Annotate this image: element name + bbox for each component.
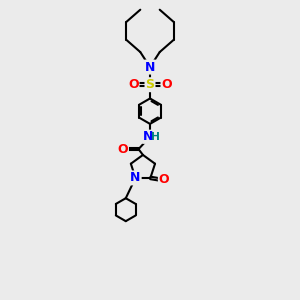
Text: N: N <box>130 171 141 184</box>
Text: N: N <box>143 130 153 143</box>
Text: N: N <box>145 61 155 74</box>
Text: O: O <box>161 78 172 91</box>
Text: O: O <box>128 78 139 91</box>
Text: O: O <box>117 142 128 156</box>
Text: H: H <box>151 132 159 142</box>
Text: O: O <box>159 173 169 186</box>
Text: S: S <box>146 78 154 91</box>
